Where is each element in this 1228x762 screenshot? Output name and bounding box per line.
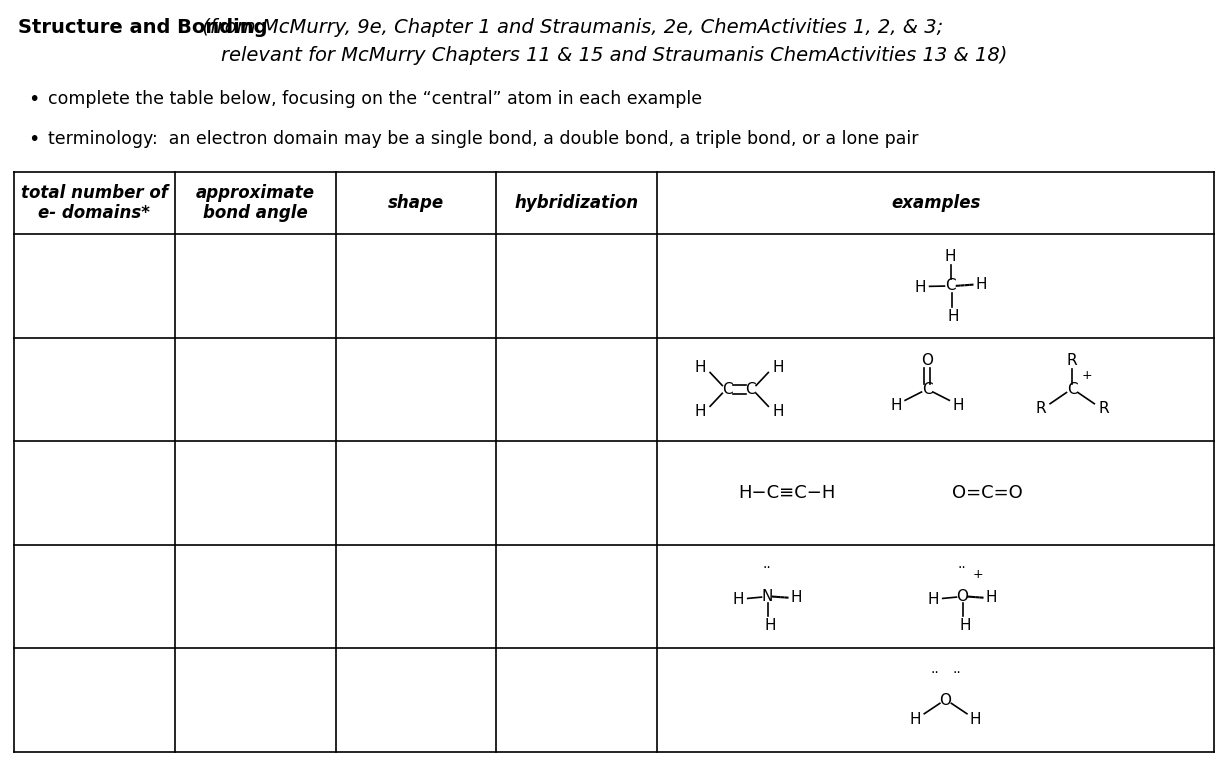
- Text: hybridization: hybridization: [515, 194, 639, 212]
- Text: C: C: [1067, 382, 1077, 397]
- Text: relevant for McMurry Chapters 11 & 15 and Straumanis ChemActivities 13 & 18): relevant for McMurry Chapters 11 & 15 an…: [221, 46, 1007, 65]
- Text: C: C: [946, 278, 955, 293]
- Text: C: C: [745, 382, 756, 397]
- Text: H: H: [985, 591, 997, 605]
- Text: R: R: [1098, 402, 1109, 416]
- Text: H: H: [970, 712, 981, 727]
- Text: ··: ··: [763, 561, 771, 575]
- Text: H: H: [948, 309, 959, 324]
- Text: O=C=O: O=C=O: [952, 484, 1023, 502]
- Text: H: H: [695, 360, 706, 375]
- Text: •: •: [28, 90, 39, 109]
- Text: Structure and Bonding: Structure and Bonding: [18, 18, 268, 37]
- Text: H−C≡C−H: H−C≡C−H: [738, 484, 836, 502]
- Text: R: R: [1035, 402, 1046, 416]
- Text: H: H: [914, 280, 926, 295]
- Text: total number of
e- domains*: total number of e- domains*: [21, 184, 168, 223]
- Text: +: +: [1082, 369, 1093, 382]
- Text: terminology:  an electron domain may be a single bond, a double bond, a triple b: terminology: an electron domain may be a…: [48, 130, 919, 148]
- Text: O: O: [921, 354, 933, 368]
- Text: ··: ··: [958, 561, 966, 575]
- Text: H: H: [733, 592, 744, 607]
- Text: complete the table below, focusing on the “central” atom in each example: complete the table below, focusing on th…: [48, 90, 702, 108]
- Text: H: H: [790, 591, 802, 605]
- Text: O: O: [939, 693, 952, 708]
- Text: N: N: [761, 589, 772, 604]
- Text: H: H: [910, 712, 921, 727]
- Text: H: H: [695, 404, 706, 419]
- Text: H: H: [772, 404, 783, 419]
- Text: H: H: [959, 618, 970, 632]
- Text: C: C: [722, 382, 733, 397]
- Text: H: H: [772, 360, 783, 375]
- Text: examples: examples: [890, 194, 980, 212]
- Text: ··: ··: [952, 666, 960, 680]
- Text: (from McMurry, 9e, Chapter 1 and Straumanis, 2e, ChemActivities 1, 2, & 3;: (from McMurry, 9e, Chapter 1 and Strauma…: [196, 18, 943, 37]
- Text: H: H: [953, 398, 964, 412]
- Text: ··: ··: [931, 666, 939, 680]
- Text: C: C: [922, 382, 932, 397]
- Text: +: +: [973, 568, 984, 581]
- Text: H: H: [944, 249, 957, 264]
- Text: O: O: [957, 589, 968, 604]
- Text: H: H: [764, 618, 776, 632]
- Text: H: H: [976, 277, 987, 292]
- Text: approximate
bond angle: approximate bond angle: [195, 184, 314, 223]
- Text: H: H: [890, 398, 901, 412]
- Text: R: R: [1067, 354, 1077, 368]
- Text: •: •: [28, 130, 39, 149]
- Text: H: H: [928, 592, 939, 607]
- Text: shape: shape: [388, 194, 445, 212]
